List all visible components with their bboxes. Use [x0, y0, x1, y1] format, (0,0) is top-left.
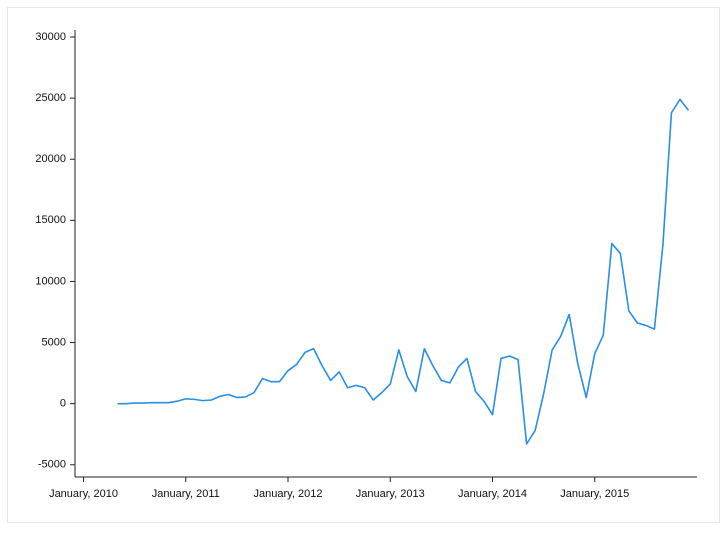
- y-tick-label: 0: [60, 398, 66, 410]
- x-tick-label: January, 2013: [356, 488, 425, 500]
- y-tick-label: -5000: [38, 459, 66, 471]
- x-tick-label: January, 2014: [458, 488, 527, 500]
- y-tick-label: 20000: [35, 153, 66, 165]
- line-series: [117, 98, 690, 445]
- x-tick-label: January, 2015: [560, 488, 629, 500]
- y-tick-label: 25000: [35, 92, 66, 104]
- x-tick-label: January, 2012: [254, 488, 323, 500]
- x-tick-label: January, 2010: [49, 488, 118, 500]
- y-tick-label: 5000: [42, 336, 66, 348]
- x-tick-label: January, 2011: [152, 488, 220, 500]
- y-tick-label: 10000: [35, 275, 66, 287]
- y-tick-label: 15000: [35, 214, 66, 226]
- y-tick-label: 30000: [35, 31, 66, 43]
- plot-frame: [7, 7, 720, 523]
